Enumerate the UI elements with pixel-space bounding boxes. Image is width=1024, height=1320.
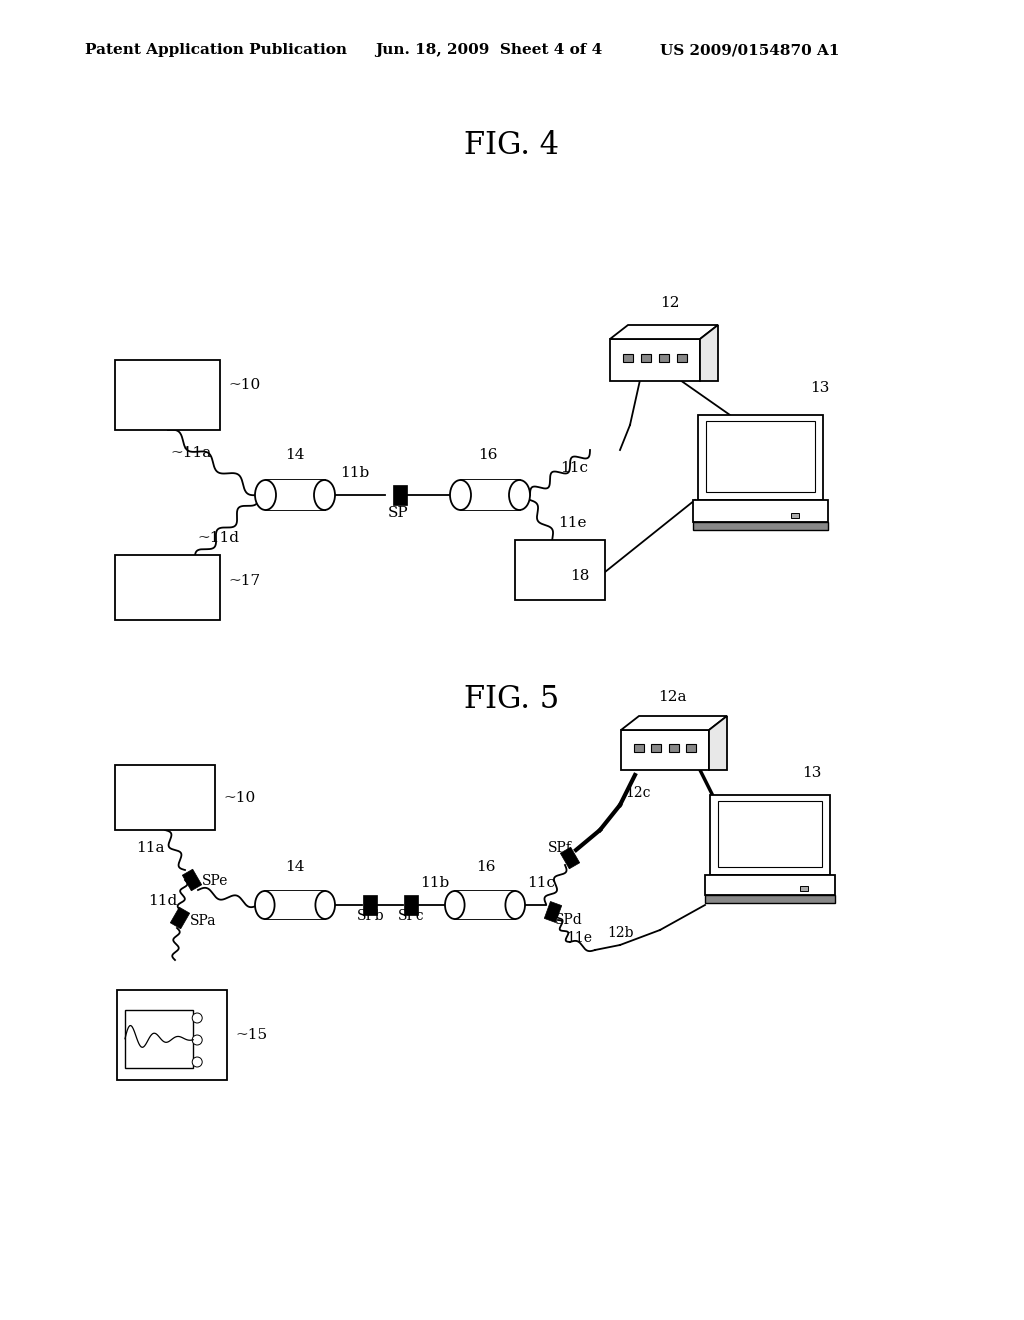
- Bar: [634, 744, 644, 752]
- Bar: [170, 907, 189, 929]
- Bar: [651, 744, 662, 752]
- Bar: [455, 891, 515, 919]
- Ellipse shape: [445, 891, 465, 919]
- Text: 18: 18: [570, 569, 590, 583]
- Bar: [404, 895, 418, 915]
- Text: 11c: 11c: [560, 461, 588, 475]
- Text: ~15: ~15: [234, 1028, 267, 1041]
- Bar: [792, 513, 800, 517]
- Text: SPc: SPc: [398, 909, 425, 923]
- Bar: [125, 1010, 194, 1068]
- Text: Patent Application Publication: Patent Application Publication: [85, 44, 347, 57]
- Bar: [621, 730, 709, 770]
- Bar: [265, 891, 326, 919]
- Bar: [623, 354, 633, 362]
- Text: US 2009/0154870 A1: US 2009/0154870 A1: [660, 44, 840, 57]
- Bar: [706, 421, 814, 492]
- Text: 11b: 11b: [420, 876, 450, 890]
- Bar: [710, 795, 830, 875]
- Text: SPb: SPb: [357, 909, 385, 923]
- Bar: [800, 886, 808, 891]
- Text: 11c: 11c: [527, 876, 555, 890]
- Bar: [718, 801, 822, 867]
- Text: SPa: SPa: [190, 913, 216, 928]
- Text: 11d: 11d: [148, 894, 177, 908]
- Text: 16: 16: [476, 861, 496, 874]
- Polygon shape: [700, 325, 718, 381]
- Polygon shape: [610, 325, 718, 339]
- Text: 12c: 12c: [625, 785, 650, 800]
- Bar: [115, 554, 220, 620]
- Text: 11e: 11e: [558, 516, 587, 531]
- Bar: [461, 480, 519, 510]
- Text: 11a: 11a: [136, 841, 165, 855]
- Bar: [692, 521, 827, 531]
- Text: 13: 13: [802, 766, 821, 780]
- Bar: [461, 480, 519, 510]
- Text: 13: 13: [810, 381, 829, 395]
- Bar: [115, 360, 220, 430]
- Circle shape: [193, 1012, 202, 1023]
- Text: ~10: ~10: [228, 378, 260, 392]
- Bar: [515, 540, 605, 601]
- Text: Jun. 18, 2009  Sheet 4 of 4: Jun. 18, 2009 Sheet 4 of 4: [375, 44, 602, 57]
- Bar: [705, 875, 835, 895]
- Bar: [669, 744, 679, 752]
- Bar: [705, 895, 835, 903]
- Polygon shape: [709, 715, 727, 770]
- Text: SPe: SPe: [202, 874, 228, 888]
- Bar: [182, 869, 202, 891]
- Text: SP: SP: [388, 506, 409, 520]
- Text: ~11a: ~11a: [170, 446, 211, 459]
- Bar: [677, 354, 687, 362]
- Ellipse shape: [255, 891, 274, 919]
- Bar: [265, 891, 326, 919]
- Text: ~10: ~10: [223, 791, 255, 805]
- Circle shape: [193, 1035, 202, 1045]
- Bar: [560, 847, 580, 869]
- Text: SPf: SPf: [548, 841, 571, 855]
- Ellipse shape: [506, 891, 525, 919]
- Bar: [686, 744, 696, 752]
- Bar: [545, 902, 562, 923]
- Ellipse shape: [450, 480, 471, 510]
- Ellipse shape: [509, 480, 530, 510]
- Text: FIG. 5: FIG. 5: [464, 685, 560, 715]
- Bar: [362, 895, 377, 915]
- Bar: [265, 480, 325, 510]
- Bar: [393, 484, 407, 506]
- Bar: [697, 414, 822, 500]
- Text: 14: 14: [285, 861, 304, 874]
- Bar: [659, 354, 669, 362]
- Ellipse shape: [314, 480, 335, 510]
- Text: 11e: 11e: [566, 931, 592, 945]
- Text: ~11d: ~11d: [197, 531, 239, 545]
- Text: 12: 12: [660, 296, 680, 310]
- Bar: [455, 891, 515, 919]
- Bar: [610, 339, 700, 381]
- Bar: [265, 480, 325, 510]
- Text: 12a: 12a: [657, 690, 686, 704]
- Text: 14: 14: [285, 447, 304, 462]
- Text: ~17: ~17: [228, 574, 260, 587]
- Circle shape: [193, 1057, 202, 1067]
- Bar: [115, 766, 215, 830]
- Text: 11b: 11b: [340, 466, 370, 480]
- Text: FIG. 4: FIG. 4: [465, 129, 559, 161]
- Text: 12b: 12b: [607, 927, 634, 940]
- Bar: [692, 500, 827, 521]
- Text: SPd: SPd: [555, 913, 583, 927]
- Polygon shape: [621, 715, 727, 730]
- Bar: [641, 354, 651, 362]
- Ellipse shape: [315, 891, 335, 919]
- Ellipse shape: [255, 480, 276, 510]
- Bar: [117, 990, 227, 1080]
- Text: 16: 16: [478, 447, 498, 462]
